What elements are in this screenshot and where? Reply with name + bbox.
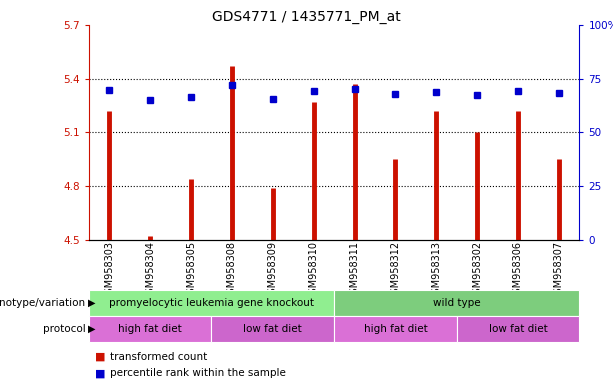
- Text: low fat diet: low fat diet: [489, 324, 547, 334]
- Text: ■: ■: [95, 368, 105, 379]
- Text: wild type: wild type: [433, 298, 481, 308]
- Text: protocol: protocol: [43, 324, 86, 334]
- Text: low fat diet: low fat diet: [243, 324, 302, 334]
- Text: transformed count: transformed count: [110, 351, 208, 362]
- Text: high fat diet: high fat diet: [364, 324, 427, 334]
- Text: ▶: ▶: [88, 324, 95, 334]
- Text: percentile rank within the sample: percentile rank within the sample: [110, 368, 286, 379]
- Text: high fat diet: high fat diet: [118, 324, 182, 334]
- Text: ▶: ▶: [88, 298, 95, 308]
- Text: GDS4771 / 1435771_PM_at: GDS4771 / 1435771_PM_at: [212, 10, 401, 23]
- Text: ■: ■: [95, 351, 105, 362]
- Text: genotype/variation: genotype/variation: [0, 298, 86, 308]
- Text: promyelocytic leukemia gene knockout: promyelocytic leukemia gene knockout: [109, 298, 314, 308]
